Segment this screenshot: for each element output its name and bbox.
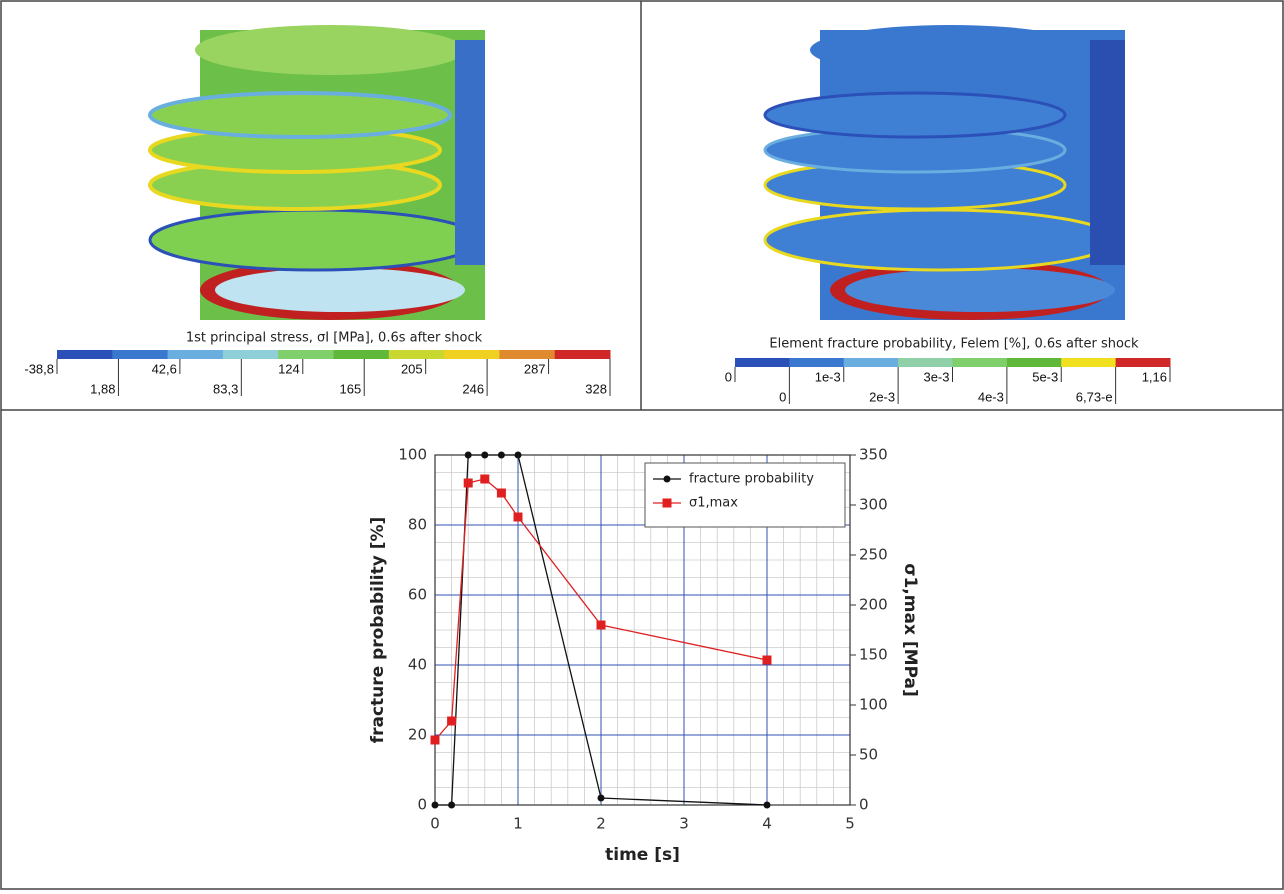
y2-tick-label: 50 [859,746,878,764]
colorbar-segment [499,350,556,359]
marker [463,478,473,488]
x-axis-label: time [s] [605,845,680,865]
colorbar-segment [444,350,500,359]
y-tick-label: 20 [408,726,427,744]
colorbar-label: 328 [585,381,607,396]
y2-tick-label: 350 [859,446,888,464]
caption: Element fracture probability, Felem [%],… [769,337,1139,352]
colorbar-label: 0 [725,369,732,384]
colorbar-label: 1e-3 [815,369,841,384]
colorbar-segment [735,358,790,367]
stress-rendering [148,25,485,320]
legend-label: σ1,max [689,496,738,511]
colorbar-segment [167,350,224,359]
colorbar-label: 4e-3 [978,389,1004,404]
x-tick-label: 2 [596,815,606,833]
colorbar-segment [843,358,899,367]
y2-tick-label: 200 [859,596,888,614]
probability-rendering [763,25,1125,320]
colorbar-label: 83,3 [213,381,238,396]
marker [430,735,440,745]
colorbar-label: 287 [524,361,546,376]
marker [762,655,772,665]
marker [496,488,506,498]
marker [464,451,472,459]
colorbar-segment [789,358,845,367]
marker [447,716,457,726]
caption: 1st principal stress, σI [MPa], 0.6s aft… [186,331,483,346]
colorbar-segment [278,350,334,359]
colorbar-label: 124 [278,361,300,376]
y2-tick-label: 300 [859,496,888,514]
colorbar-segment [112,350,169,359]
colorbar-label: 0 [779,389,786,404]
marker [480,474,490,484]
colorbar-segment [1061,358,1117,367]
marker [431,801,439,809]
colorbar-label: 2e-3 [869,389,895,404]
y2-tick-label: 250 [859,546,888,564]
x-tick-label: 3 [679,815,689,833]
colorbar-segment [333,350,390,359]
legend-label: fracture probability [689,472,814,487]
colorbar-label: 246 [462,381,484,396]
marker [514,451,522,459]
colorbar-label: 205 [401,361,423,376]
series-line [434,478,768,741]
legend-marker [662,498,672,508]
marker [513,512,523,522]
y-tick-label: 0 [417,796,427,814]
colorbar-segment [388,350,445,359]
colorbar-label: 6,73-e [1076,389,1113,404]
marker [763,801,771,809]
legend-marker [663,475,671,483]
colorbar-segment [57,350,113,359]
y2-tick-label: 0 [859,796,869,814]
colorbar-label: 1,16 [1142,369,1167,384]
colorbar-segment [222,350,279,359]
marker [448,801,456,809]
y2-tick-label: 150 [859,646,888,664]
marker [481,451,489,459]
y-tick-label: 60 [408,586,427,604]
x-tick-label: 0 [430,815,440,833]
colorbar-segment [554,350,611,359]
colorbar-label: 5e-3 [1032,369,1058,384]
colorbar-label: 42,6 [152,361,177,376]
marker [597,794,605,802]
colorbar-segment [1006,358,1062,367]
colorbar-label: 3e-3 [923,369,949,384]
marker [497,451,505,459]
colorbar-segment [952,358,1008,367]
colorbar-segment [1115,358,1171,367]
y-tick-label: 100 [398,446,427,464]
colorbar-label: 165 [340,381,362,396]
colorbar-segment [898,358,953,367]
y-tick-label: 80 [408,516,427,534]
colorbar-label: -38,8 [24,361,54,376]
y-axis-label: fracture probability [%] [368,517,388,744]
x-tick-label: 4 [762,815,772,833]
x-tick-label: 5 [845,815,855,833]
colorbar-label: 1,88 [90,381,115,396]
y2-tick-label: 100 [859,696,888,714]
y-tick-label: 40 [408,656,427,674]
x-tick-label: 1 [513,815,523,833]
plot-frame [434,454,851,806]
legend-box [644,462,846,528]
y2-axis-label: σ1,max [MPa] [900,563,920,697]
marker [596,620,606,630]
series-line [435,454,768,806]
